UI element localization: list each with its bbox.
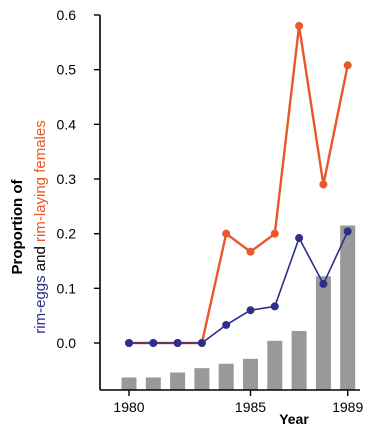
y-axis-label-line1: Proportion of — [9, 179, 26, 275]
bars-layer — [121, 225, 356, 390]
y-tick-label: 0.6 — [57, 7, 77, 23]
point-rim-laying-females — [343, 61, 352, 70]
bar — [121, 377, 137, 390]
y-label-rim-laying-females: rim-laying females — [32, 120, 49, 242]
point-rim-laying-females — [246, 247, 255, 256]
point-rim-eggs — [173, 339, 182, 347]
bar — [340, 225, 356, 390]
bar — [194, 368, 210, 390]
point-rim-eggs — [222, 320, 231, 329]
bar — [315, 276, 331, 390]
x-tick-label: 1980 — [113, 399, 144, 415]
bar — [267, 340, 283, 390]
x-tick-label: 1985 — [235, 399, 266, 415]
point-rim-eggs — [246, 306, 255, 315]
lines-layer — [125, 21, 352, 347]
y-tick-label: 0.5 — [57, 62, 77, 78]
y-tick-label: 0.2 — [57, 226, 77, 242]
bar — [243, 358, 258, 390]
point-rim-eggs — [197, 339, 206, 347]
point-rim-eggs — [149, 339, 158, 347]
point-rim-eggs — [319, 279, 328, 288]
y-label-and: and — [32, 242, 49, 275]
series-line-rim-eggs — [129, 231, 349, 344]
point-rim-eggs — [343, 227, 352, 236]
y-tick-label: 0.3 — [57, 171, 77, 187]
point-rim-eggs — [270, 302, 279, 311]
point-rim-eggs — [125, 339, 133, 347]
bar — [170, 372, 186, 390]
bar — [218, 363, 234, 390]
y-tick-label: 0.0 — [57, 335, 77, 351]
point-rim-eggs — [295, 234, 304, 243]
y-axis-label-line2: rim-eggs and rim-laying females — [32, 120, 49, 333]
point-rim-laying-females — [222, 229, 231, 238]
series-line-rim-laying-females — [129, 25, 349, 345]
axes-layer: 0.0 0.1 0.2 0.3 0.4 0.5 0.6 1980 1985 1989 — [57, 7, 364, 415]
point-rim-laying-females — [319, 180, 328, 189]
x-tick-label: 1989 — [332, 399, 363, 415]
y-tick-label: 0.1 — [57, 280, 77, 296]
point-rim-laying-females — [295, 21, 304, 30]
bar — [145, 377, 161, 390]
bar — [291, 330, 307, 390]
point-rim-laying-females — [270, 229, 279, 238]
y-tick-label: 0.4 — [57, 116, 77, 132]
x-axis-label: Year — [279, 411, 309, 427]
y-label-rim-eggs: rim-eggs — [32, 275, 49, 333]
